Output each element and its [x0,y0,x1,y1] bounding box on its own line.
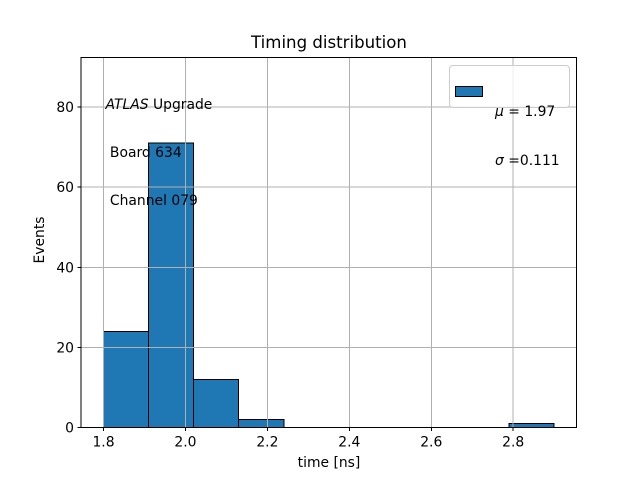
mu-value: = 1.97 [503,103,556,120]
histogram-bar [148,142,195,429]
y-tick-label: 80 [56,100,74,116]
x-axis-label: time [ns] [297,454,361,471]
y-tick-label: 20 [56,341,74,357]
histogram-bar [103,330,150,429]
x-tick-label: 2.4 [338,435,360,451]
sigma-value: =0.111 [503,153,560,170]
legend: μ = 1.97 σ =0.111 [449,65,570,169]
axis-ticks [77,106,514,432]
histogram-bar [193,379,240,429]
x-tick-label: 1.8 [92,435,114,451]
y-axis-label: Events [32,216,48,264]
x-tick-label: 2.8 [502,435,524,451]
legend-swatch [455,85,483,97]
annotation-experiment-rest: Upgrade [148,97,213,113]
legend-entry-mu: μ = 1.97 [495,104,560,121]
axes-spines [80,57,578,429]
sigma-symbol: σ [495,153,504,170]
legend-entry-sigma: σ =0.111 [495,153,560,170]
annotation-experiment-name: ATLAS [105,97,149,113]
chart-title: Timing distribution [251,33,407,52]
x-tick-label: 2.6 [420,435,442,451]
x-tick-label: 2.0 [174,435,196,451]
annotation-line-3: Channel 079 [105,193,198,209]
annotation-line-2: Board 634 [105,145,182,161]
y-tick-label: 60 [56,180,74,196]
plot-border [80,57,578,429]
y-tick-label: 0 [65,421,74,437]
histogram-bar [238,419,285,429]
y-tick-labels: 0 20 40 60 80 [56,100,74,437]
y-tick-label: 40 [56,260,74,276]
x-tick-label: 2.2 [256,435,278,451]
legend-text: μ = 1.97 σ =0.111 [495,71,560,204]
annotation-line-1: ATLAS Upgrade [106,97,213,113]
x-tick-labels: 1.8 2.0 2.2 2.4 2.6 2.8 [92,435,524,451]
histogram-bar [508,423,555,429]
annotation-text: ATLAS Upgrade Board 634 Channel 079 [106,65,213,241]
mu-symbol: μ [495,103,504,120]
